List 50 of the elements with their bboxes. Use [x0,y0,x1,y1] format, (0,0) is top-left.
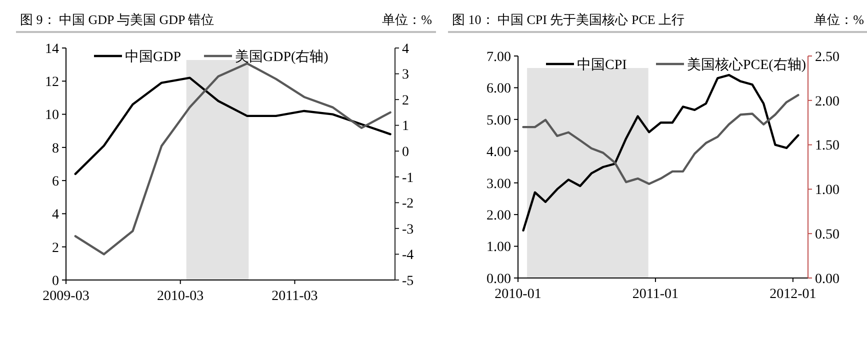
y-tick-label: 5.00 [486,113,511,128]
y-tick-label: 0 [52,274,59,289]
legend-label: 美国核心PCE(右轴) [687,56,806,73]
y2-tick-label: 0 [402,145,409,160]
y2-tick-label: -5 [402,274,414,289]
y-tick-label: 12 [45,75,59,90]
y2-tick-label: 1.00 [815,183,840,198]
y2-tick-label: -4 [402,248,414,264]
x-tick-label: 2011-01 [632,287,679,302]
y-tick-label: 6.00 [486,82,511,97]
x-tick-label: 2012-01 [770,287,816,302]
y2-tick-label: 1 [402,119,409,134]
y2-tick-label: 0.50 [815,228,840,242]
line-series [74,76,392,176]
line-series [522,94,800,185]
y2-tick-label: 1.50 [815,138,840,154]
x-tick-label: 2011-03 [272,289,318,304]
y-tick-label: 6 [52,174,59,190]
chart-title: 图 9： 中国 GDP 与美国 GDP 错位 [20,12,214,27]
x-tick-label: 2009-03 [42,289,90,304]
legend-label: 中国GDP [125,48,182,65]
y2-tick-label: -1 [402,170,414,186]
y2-tick-label: 3 [402,68,409,83]
y-tick-label: 4 [52,208,59,223]
y-tick-label: 1.00 [486,240,511,256]
y2-tick-label: 2.00 [815,94,840,110]
legend-label: 中国CPI [577,56,628,73]
y2-tick-label: -3 [402,222,414,238]
y2-tick-label: 4 [402,42,409,57]
y2-tick-label: 0.00 [815,272,840,287]
y-tick-label: 7.00 [486,50,511,65]
y-tick-label: 3.00 [486,176,511,192]
y2-tick-label: 2 [402,93,409,108]
chart-title: 图 10： 中国 CPI 先于美国核心 PCE 上行 [452,12,685,27]
y-tick-label: 4.00 [486,145,511,160]
chart-subtitle: 单位：% [382,12,432,27]
y2-tick-label: 2.50 [815,50,840,65]
y2-tick-label: -2 [402,196,414,212]
y-tick-label: 0.00 [486,272,511,287]
x-tick-label: 2010-01 [494,287,542,302]
y-tick-label: 2 [52,240,59,256]
y-tick-label: 10 [45,108,59,124]
y-tick-label: 14 [45,42,59,57]
legend-label: 美国GDP(右轴) [235,48,329,65]
x-tick-label: 2010-03 [157,289,204,304]
y-tick-label: 2.00 [486,208,511,224]
text: 单位：% [814,12,864,27]
line-series [74,62,392,256]
line-series [522,74,800,232]
y-tick-label: 8 [52,141,59,156]
